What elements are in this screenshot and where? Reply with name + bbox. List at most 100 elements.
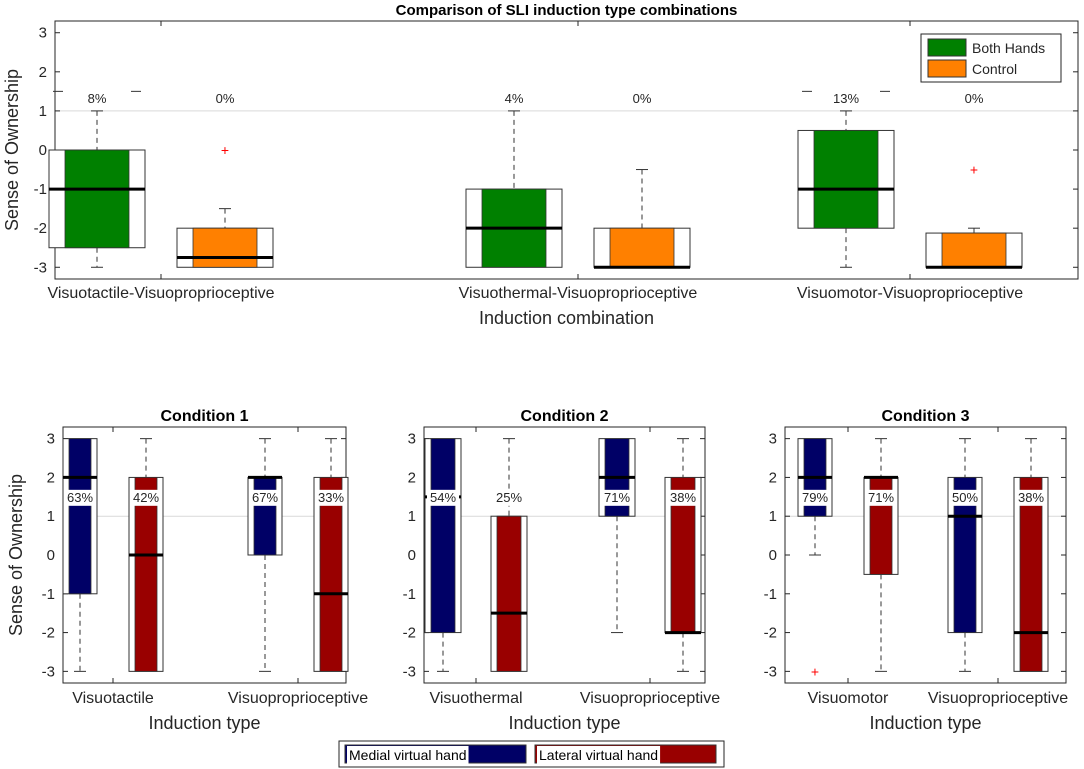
- top-panel-combinations: 3 2 1 0 -1 -2 -3 8% 4% 13% +0% 0% +0% Visuotactile-Vi…: [2, 2, 1079, 328]
- box-fill: [134, 477, 158, 672]
- box-fill: [609, 227, 675, 268]
- outlier-marker: +: [811, 663, 819, 679]
- y-tick-label: -1: [403, 586, 416, 603]
- percent-label: 0%: [633, 91, 652, 106]
- percent-label: 13%: [833, 91, 859, 106]
- x-axis-title: Induction combination: [479, 308, 654, 328]
- legend-label-bg: [537, 746, 661, 764]
- percent-label-bg: [427, 489, 459, 506]
- percent-label-bg: [1015, 489, 1047, 506]
- box-fill: [68, 438, 92, 595]
- x-category-label: Visuomotor: [808, 690, 889, 707]
- y-tick-label: -1: [764, 586, 777, 603]
- legend-swatch-control: [927, 59, 967, 78]
- legend-label-both-hands: Both Hands: [972, 40, 1045, 56]
- y-tick-label: 3: [39, 25, 47, 42]
- x-category-label: Visuoproprioceptive: [928, 690, 1068, 707]
- y-tick-label: 3: [47, 431, 55, 448]
- percent-label: 4%: [505, 91, 524, 106]
- y-axis-title: Sense of Ownership: [6, 474, 26, 636]
- y-tick-label: 2: [39, 64, 47, 81]
- percent-label: 8%: [88, 91, 107, 106]
- percent-label-bg: [799, 489, 831, 506]
- top-legend: Both Hands Control: [920, 33, 1062, 83]
- percent-label-bg: [949, 489, 981, 506]
- percent-label-bg: [865, 489, 897, 506]
- x-category-label: Visuoproprioceptive: [580, 690, 720, 707]
- chart-title: Condition 1: [161, 408, 249, 425]
- percent-label: 0%: [965, 91, 984, 106]
- x-category-label: Visuothermal-Visuoproprioceptive: [459, 285, 698, 302]
- y-tick-label: -3: [403, 663, 416, 680]
- percent-label: 63%: [67, 490, 93, 505]
- x-category-label: Visuomotor-Visuoproprioceptive: [797, 285, 1023, 302]
- box-fill: [941, 232, 1007, 268]
- percent-label: 67%: [252, 490, 278, 505]
- y-tick-label: -3: [34, 259, 47, 276]
- legend-label-control: Control: [972, 61, 1017, 77]
- box-fill: [813, 130, 879, 229]
- chart-title: Condition 2: [521, 408, 609, 425]
- percent-label-bg: [601, 489, 633, 506]
- y-tick-label: 2: [408, 469, 416, 486]
- outlier-marker: +: [221, 142, 229, 158]
- percent-label: 71%: [868, 490, 894, 505]
- y-tick-label: 2: [47, 469, 55, 486]
- y-tick-label: 0: [408, 547, 416, 564]
- percent-label-bg: [249, 489, 281, 506]
- axes-frame: [423, 426, 706, 684]
- percent-label: 25%: [496, 490, 522, 505]
- percent-label: 79%: [802, 490, 828, 505]
- percent-label-bg: [315, 489, 347, 506]
- panel-condition-2: 3 2 1 0 -1 -2 -3 54% 71% 25% 38% Visuothermal Visuop…: [403, 408, 721, 733]
- percent-label-bg: [64, 489, 96, 506]
- y-tick-label: 0: [39, 142, 47, 159]
- bottom-legend: Medial virtual hand Lateral virtual hand: [338, 740, 725, 768]
- x-category-label: Visuotactile: [72, 690, 154, 707]
- percent-label: 71%: [604, 490, 630, 505]
- percent-label: 0%: [216, 91, 235, 106]
- percent-label: 54%: [430, 490, 456, 505]
- panel-condition-3: 3 2 1 0 -1 -2 -3 +79% 50% 71% 38% Visuomotor Visuopr…: [764, 408, 1069, 733]
- box-fill: [496, 515, 522, 672]
- y-tick-label: -3: [764, 663, 777, 680]
- y-tick-label: 3: [769, 431, 777, 448]
- percent-label: 42%: [133, 490, 159, 505]
- outlier-marker: +: [970, 162, 978, 178]
- percent-label-bg: [130, 489, 162, 506]
- x-axis-title: Induction type: [869, 713, 981, 733]
- percent-label-bg: [493, 489, 525, 506]
- box-fill: [319, 477, 343, 672]
- y-tick-label: -1: [42, 586, 55, 603]
- x-axis-title: Induction type: [508, 713, 620, 733]
- box-fill: [1019, 477, 1043, 672]
- y-tick-label: 1: [47, 508, 55, 525]
- x-category-label: Visuotactile-Visuoproprioceptive: [47, 285, 274, 302]
- box-fill: [430, 438, 456, 633]
- y-tick-label: -2: [764, 625, 777, 642]
- chart-title: Condition 3: [882, 408, 970, 425]
- chart-title: Comparison of SLI induction type combina…: [396, 2, 738, 19]
- y-tick-label: 3: [408, 431, 416, 448]
- percent-label: 33%: [318, 490, 344, 505]
- y-tick-label: -3: [42, 663, 55, 680]
- legend-label-lateral: Lateral virtual hand: [539, 747, 658, 763]
- x-category-label: Visuothermal: [429, 690, 522, 707]
- percent-label: 38%: [670, 490, 696, 505]
- legend-swatch-both-hands: [927, 38, 967, 57]
- y-tick-label: 2: [769, 469, 777, 486]
- box-fill: [192, 227, 258, 268]
- y-tick-label: 1: [769, 508, 777, 525]
- legend-label-bg: [347, 746, 469, 764]
- x-axis-title: Induction type: [148, 713, 260, 733]
- panel-condition-1: 3 2 1 0 -1 -2 -3 63% 67% 42% 33% Visuotactile Visuop…: [6, 408, 368, 733]
- y-tick-label: 1: [39, 103, 47, 120]
- y-tick-label: 0: [47, 547, 55, 564]
- box-fill: [64, 149, 130, 249]
- percent-label-bg: [667, 489, 699, 506]
- axes-frame: [62, 426, 347, 684]
- legend-label-medial: Medial virtual hand: [349, 747, 467, 763]
- x-category-label: Visuoproprioceptive: [228, 690, 368, 707]
- percent-label: 38%: [1018, 490, 1044, 505]
